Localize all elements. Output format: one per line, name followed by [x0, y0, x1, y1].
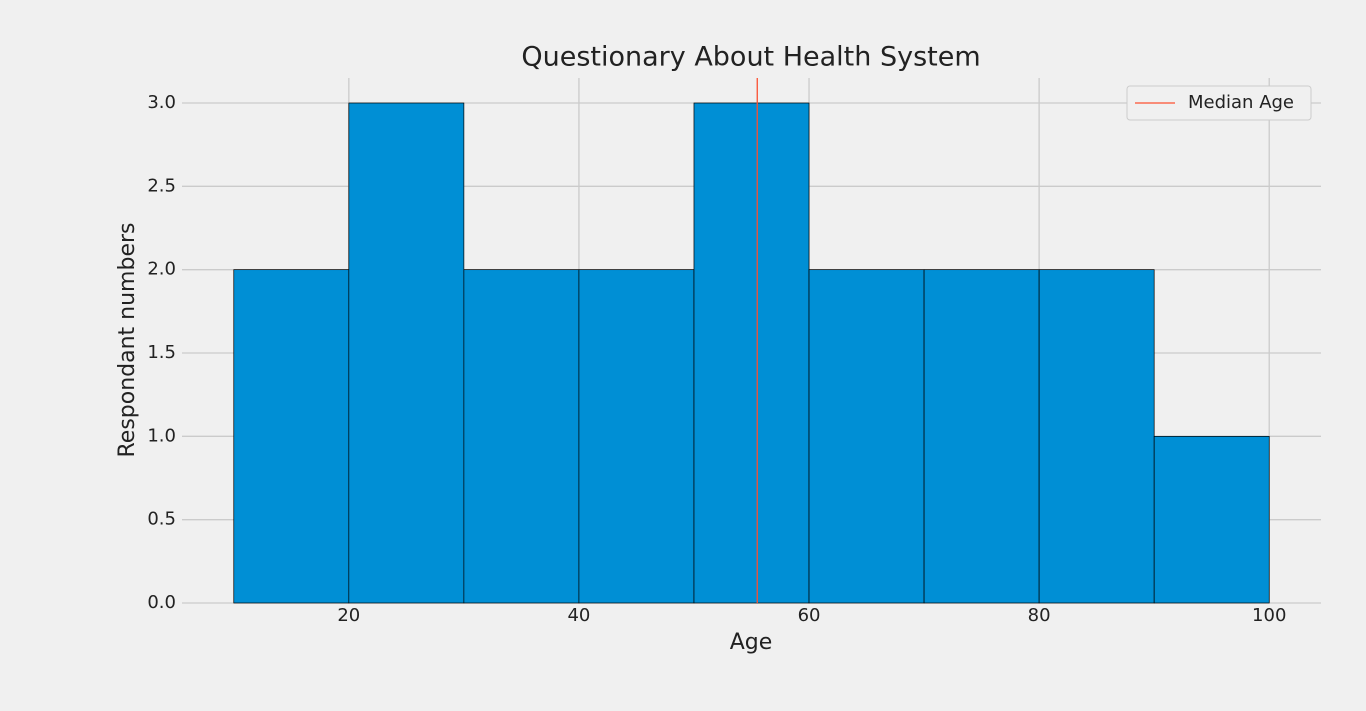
bar [1153, 435, 1270, 604]
bar [463, 269, 580, 604]
bar [1038, 269, 1155, 604]
x-tick-label: 100 [1252, 605, 1286, 626]
bar [808, 269, 925, 604]
y-tick-label: 0.5 [147, 509, 176, 530]
bar [348, 102, 465, 604]
y-tick-label: 2.5 [147, 175, 176, 196]
y-tick-label: 3.0 [147, 92, 176, 113]
chart-title: Questionary About Health System [521, 42, 980, 73]
bar [233, 269, 350, 604]
x-tick-label: 80 [1028, 605, 1051, 626]
bar [693, 102, 810, 604]
y-tick-label: 2.0 [147, 259, 176, 280]
y-tick-label: 1.0 [147, 425, 176, 446]
legend-label: Median Age [1188, 92, 1294, 113]
bar [578, 269, 695, 604]
y-tick-label: 1.5 [147, 342, 176, 363]
bar [923, 269, 1040, 604]
x-tick-label: 60 [798, 605, 821, 626]
y-axis-label: Respondant numbers [115, 223, 140, 458]
legend-box [1126, 85, 1312, 121]
x-tick-label: 40 [567, 605, 590, 626]
y-tick-label: 0.0 [147, 592, 176, 613]
x-tick-label: 20 [337, 605, 360, 626]
x-axis-label: Age [730, 630, 773, 655]
